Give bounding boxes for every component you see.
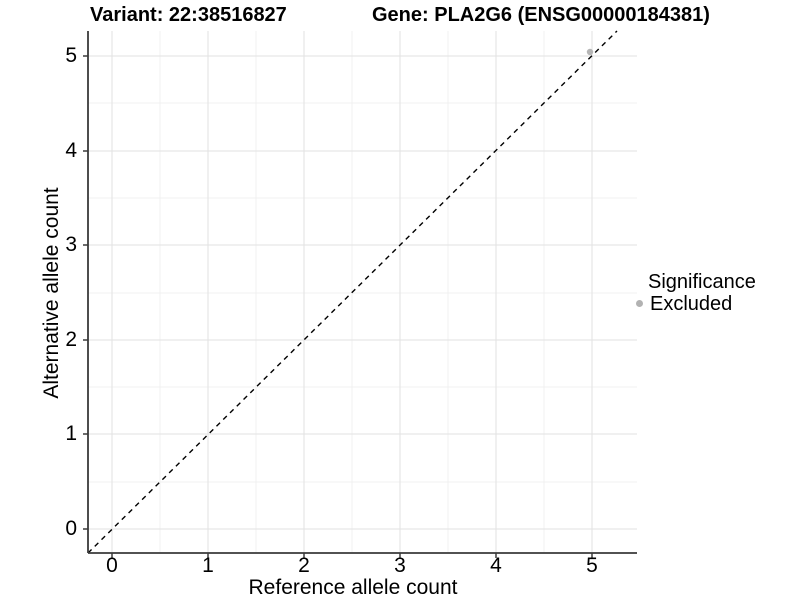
y-tick-label: 0	[65, 517, 77, 540]
gene-title: Gene: PLA2G6 (ENSG00000184381)	[372, 4, 710, 26]
data-point-excluded	[586, 48, 594, 56]
x-tick-label: 3	[394, 554, 406, 577]
grid-major	[88, 31, 637, 553]
x-tick-label: 5	[586, 554, 598, 577]
y-tick-label: 3	[65, 233, 77, 256]
y-tick-label: 1	[65, 422, 77, 445]
x-tick-label: 2	[298, 554, 310, 577]
y-tick-label: 2	[65, 328, 77, 351]
grid-minor	[88, 31, 637, 553]
x-tick-label: 1	[202, 554, 214, 577]
axis-tick-marks	[83, 55, 593, 558]
x-axis-title: Reference allele count	[248, 576, 458, 599]
x-tick-label: 4	[490, 554, 502, 577]
variant-title: Variant: 22:38516827	[90, 4, 287, 26]
legend-title: Significance	[648, 271, 756, 293]
axis-lines	[87, 31, 637, 554]
x-tick-label: 0	[106, 554, 118, 577]
y-tick-label: 5	[65, 44, 77, 67]
excluded-point-icon	[636, 300, 643, 307]
y-tick-label: 4	[65, 139, 77, 162]
identity-line	[87, 30, 618, 554]
y-axis-title: Alternative allele count	[40, 187, 63, 399]
legend-item-label: Excluded	[650, 293, 733, 315]
